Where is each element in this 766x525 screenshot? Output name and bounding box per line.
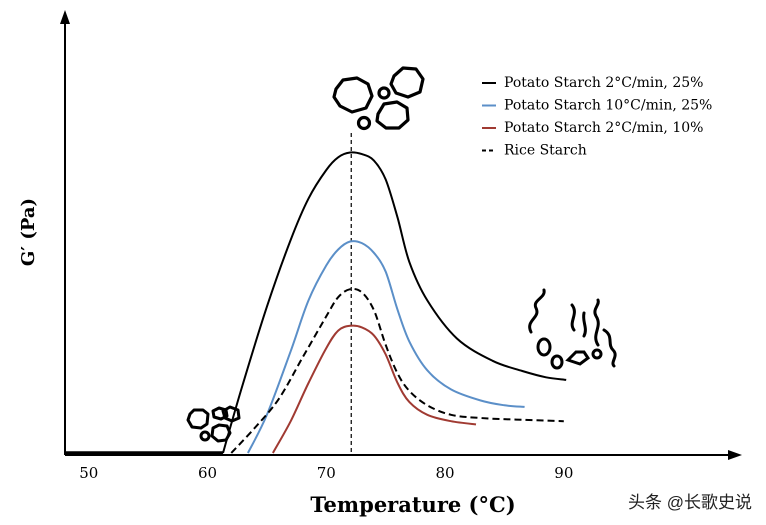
y-axis-label: G′ (Pa) bbox=[18, 198, 39, 266]
legend-label: Potato Starch 2°C/min, 25% bbox=[504, 75, 703, 91]
x-tick-label: 70 bbox=[317, 464, 336, 482]
y-axis-arrowhead bbox=[60, 10, 70, 24]
x-axis-arrowhead bbox=[728, 450, 742, 460]
disrupted-granules-icon bbox=[528, 288, 617, 370]
x-tick-label: 50 bbox=[79, 464, 98, 482]
legend: Potato Starch 2°C/min, 25% Potato Starch … bbox=[482, 75, 712, 159]
watermark: 头条 @长歌史说 bbox=[628, 493, 752, 512]
series-potato-2c-25pct bbox=[222, 151, 567, 454]
legend-label: Rice Starch bbox=[504, 143, 587, 159]
series-rice-starch bbox=[230, 287, 564, 454]
legend-label: Potato Starch 2°C/min, 10% bbox=[504, 120, 703, 136]
series-potato-10c-25pct bbox=[247, 240, 525, 454]
intact-granules-icon bbox=[186, 405, 241, 443]
series-lines bbox=[65, 151, 567, 455]
x-tick-label: 80 bbox=[436, 464, 455, 482]
x-tick-label: 90 bbox=[554, 464, 573, 482]
series-potato-2c-10pct bbox=[272, 324, 477, 454]
x-tick-labels: 50 60 70 80 90 bbox=[79, 464, 573, 482]
x-tick-label: 60 bbox=[198, 464, 217, 482]
legend-label: Potato Starch 10°C/min, 25% bbox=[504, 98, 712, 114]
swollen-granules-icon bbox=[332, 66, 425, 131]
x-axis-label: Temperature (°C) bbox=[310, 492, 515, 517]
